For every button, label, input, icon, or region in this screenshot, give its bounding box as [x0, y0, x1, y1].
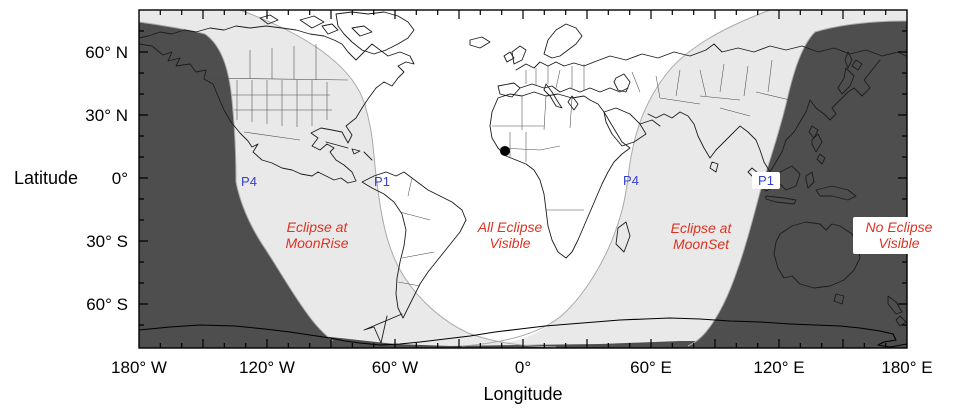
- greatest-eclipse-point: [500, 146, 510, 156]
- no-eclipse-region-east: [688, 21, 907, 348]
- axis-ticks: [139, 10, 907, 348]
- x-tick-60e: 60° E: [630, 358, 672, 377]
- contact-label-p1-west: P1: [374, 174, 390, 189]
- zone-label-noeclipse-line1: No Eclipse: [866, 219, 933, 235]
- zone-label-moonrise-line2: MoonRise: [285, 235, 348, 251]
- no-eclipse-label-box: [853, 217, 945, 254]
- y-axis-title: Latitude: [14, 168, 78, 188]
- x-tick-120e: 120° E: [753, 358, 804, 377]
- x-tick-60w: 60° W: [372, 358, 418, 377]
- y-tick-60n: 60° N: [85, 43, 128, 62]
- contact-label-p4-east: P4: [623, 173, 639, 188]
- zone-label-allvisible-line1: All Eclipse: [477, 219, 543, 235]
- x-tick-180w: 180° W: [111, 358, 167, 377]
- plot-frame: [138, 9, 908, 349]
- zone-label-moonset-line1: Eclipse at: [671, 220, 733, 236]
- y-tick-30n: 30° N: [85, 106, 128, 125]
- no-eclipse-region-west: [139, 22, 333, 348]
- y-tick-60s: 60° S: [86, 295, 128, 314]
- continent-outlines: [138, 11, 908, 348]
- y-axis-labels: 60° N 30° N 0° 30° S 60° S: [85, 43, 128, 314]
- x-tick-180e: 180° E: [881, 358, 932, 377]
- y-tick-0: 0°: [112, 169, 128, 188]
- antarctica-coastline: [138, 317, 908, 348]
- p1-east-label-box: [752, 172, 780, 189]
- y-tick-30s: 30° S: [86, 232, 128, 251]
- contact-curves: [138, 9, 908, 348]
- zone-label-moonset-line2: MoonSet: [673, 236, 730, 252]
- x-axis-labels: 180° W 120° W 60° W 0° 60° E 120° E 180°…: [111, 358, 933, 377]
- x-tick-120w: 120° W: [239, 358, 295, 377]
- p4-rise-curve: [138, 21, 334, 342]
- x-tick-0: 0°: [515, 358, 531, 377]
- zone-label-noeclipse-line2: Visible: [879, 235, 920, 251]
- p1-rise-curve: [239, 9, 557, 348]
- x-axis-title: Longitude: [483, 384, 562, 404]
- p4-set-curve: [461, 9, 771, 347]
- zone-label-moonrise-line1: Eclipse at: [287, 219, 349, 235]
- contact-label-p4-west: P4: [241, 174, 257, 189]
- zone-label-allvisible-line2: Visible: [490, 235, 531, 251]
- contact-label-p1-east: P1: [758, 173, 774, 188]
